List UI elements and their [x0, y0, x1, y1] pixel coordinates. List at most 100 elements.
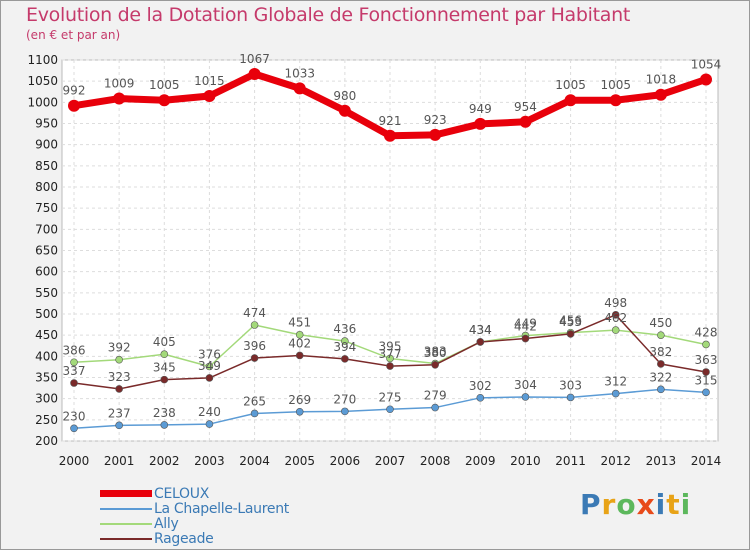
data-point — [205, 374, 214, 382]
data-label: 1015 — [194, 74, 225, 88]
legend-item: CELOUX — [100, 485, 289, 502]
data-point — [160, 421, 169, 429]
data-label: 923 — [424, 113, 447, 127]
logo-letter: x — [636, 488, 656, 521]
data-label: 240 — [198, 405, 221, 419]
data-label: 949 — [469, 102, 492, 116]
proxiti-logo: Proxiti — [580, 488, 691, 521]
x-tick-label: 2013 — [646, 454, 677, 468]
data-point — [431, 360, 439, 369]
data-label: 402 — [288, 336, 311, 350]
data-label: 275 — [379, 390, 402, 404]
data-label: 230 — [63, 409, 86, 423]
data-point — [519, 115, 532, 128]
data-point — [115, 355, 123, 364]
x-tick-label: 2005 — [284, 454, 315, 468]
data-point — [250, 409, 259, 418]
data-label: 386 — [63, 343, 86, 357]
chart-legend: CELOUX La Chapelle-Laurent Ally Rageade — [100, 485, 289, 547]
data-point — [70, 424, 78, 433]
data-point — [566, 393, 575, 402]
data-label: 270 — [333, 392, 356, 406]
data-point — [702, 340, 710, 349]
data-point — [611, 326, 620, 334]
y-tick-label: 300 — [35, 392, 58, 406]
data-label: 921 — [379, 114, 402, 128]
data-label: 323 — [108, 370, 131, 384]
y-tick-label: 950 — [35, 117, 58, 131]
data-label: 451 — [288, 316, 311, 330]
x-tick-label: 2003 — [194, 454, 225, 468]
data-point — [521, 393, 530, 401]
data-label: 1067 — [239, 52, 270, 66]
data-point — [386, 405, 394, 414]
data-label: 1005 — [600, 78, 631, 92]
logo-letter: P — [580, 488, 602, 521]
data-label: 337 — [63, 364, 86, 378]
logo-letter: t — [666, 488, 681, 521]
data-point — [70, 379, 78, 387]
data-point — [657, 360, 665, 368]
data-label: 498 — [604, 296, 627, 310]
data-point — [115, 385, 123, 393]
x-tick-label: 2001 — [104, 454, 135, 468]
y-tick-label: 250 — [35, 413, 58, 427]
data-point — [476, 394, 485, 402]
legend-swatch — [100, 522, 152, 525]
data-label: 434 — [469, 323, 492, 337]
data-label: 1005 — [555, 78, 586, 92]
legend-item: Ally — [100, 515, 289, 532]
legend-label: Rageade — [154, 530, 214, 547]
data-label: 1005 — [149, 78, 180, 92]
legend-item: Rageade — [100, 530, 289, 547]
data-label: 1033 — [284, 66, 315, 80]
data-label: 462 — [604, 311, 627, 325]
data-label: 1018 — [646, 73, 677, 87]
chart-subtitle: (en € et par an) — [26, 28, 121, 42]
data-point — [702, 368, 710, 376]
data-point — [657, 385, 665, 394]
logo-letter: i — [655, 488, 667, 521]
x-tick-label: 2000 — [59, 454, 90, 468]
data-point — [702, 388, 710, 397]
legend-label: CELOUX — [154, 485, 209, 502]
data-point — [205, 420, 214, 428]
logo-letter: o — [616, 488, 637, 521]
data-point — [338, 104, 351, 117]
data-label: 434 — [469, 323, 492, 337]
data-label: 312 — [604, 375, 627, 389]
data-label: 279 — [424, 389, 447, 403]
chart-title: Evolution de la Dotation Globale de Fonc… — [26, 4, 631, 26]
data-point — [160, 350, 169, 359]
x-tick-label: 2009 — [465, 454, 496, 468]
logo-letter: r — [601, 488, 617, 521]
data-label: 345 — [153, 361, 176, 375]
data-point — [341, 337, 349, 345]
data-label: 453 — [559, 315, 582, 329]
data-point — [386, 354, 394, 363]
x-tick-label: 2007 — [375, 454, 406, 468]
y-tick-label: 800 — [35, 180, 58, 194]
x-tick-label: 2004 — [239, 454, 270, 468]
y-tick-label: 550 — [35, 286, 58, 300]
data-point — [295, 407, 304, 416]
y-tick-label: 500 — [35, 307, 58, 321]
data-label: 450 — [649, 316, 672, 330]
data-label: 405 — [153, 335, 176, 349]
x-tick-label: 2011 — [555, 454, 586, 468]
data-label: 383 — [424, 345, 447, 359]
data-point — [611, 389, 620, 398]
data-point — [564, 94, 577, 107]
y-tick-label: 650 — [35, 244, 58, 258]
data-point — [341, 407, 349, 416]
x-tick-label: 2008 — [420, 454, 451, 468]
legend-label: Ally — [154, 515, 179, 532]
data-label: 363 — [695, 353, 718, 367]
data-label: 954 — [514, 100, 537, 114]
x-tick-label: 2006 — [330, 454, 361, 468]
data-point — [654, 88, 667, 101]
data-label: 377 — [379, 347, 402, 361]
legend-swatch — [100, 490, 152, 497]
y-tick-label: 350 — [35, 371, 58, 385]
